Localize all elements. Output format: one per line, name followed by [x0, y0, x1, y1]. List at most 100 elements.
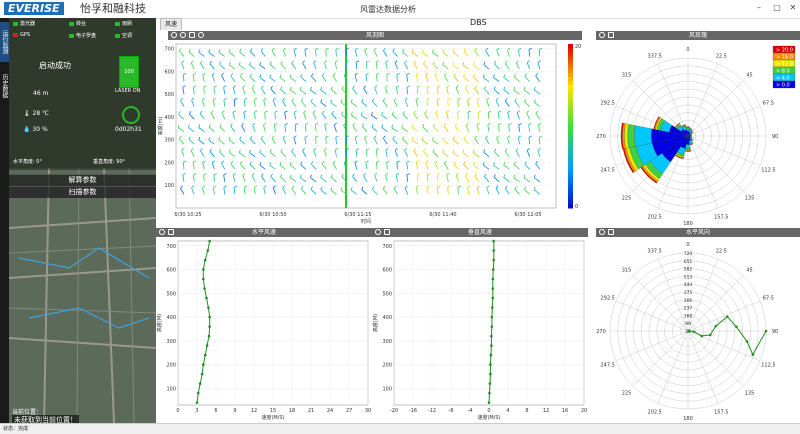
save-icon[interactable]	[384, 229, 390, 235]
save-icon[interactable]	[608, 32, 614, 38]
radial-tick-label: 306	[684, 298, 693, 304]
direction-point	[746, 340, 749, 343]
horizontal-direction-chart[interactable]: 022.54567.590112.5135157.5180202.5225247…	[596, 237, 800, 423]
settings-icon[interactable]	[375, 229, 381, 235]
colorbar-max-label: 20	[575, 44, 581, 50]
colorbar-segment	[568, 56, 573, 61]
legend-label: > 12.0	[776, 62, 793, 68]
reset-icon[interactable]	[180, 32, 186, 38]
data-point	[492, 259, 495, 262]
spinner-icon	[122, 106, 140, 124]
temperature-value: 28 ℃	[33, 110, 49, 117]
data-point	[492, 287, 495, 290]
x-tick-label: 3	[195, 408, 198, 414]
y-tick-label: 300	[382, 339, 392, 345]
direction-point	[735, 325, 738, 328]
maximize-button[interactable]: ▢	[770, 2, 784, 14]
y-tick-label: 500	[382, 291, 392, 297]
panel-title: 水平风向	[686, 229, 710, 236]
data-point	[199, 382, 202, 385]
angle-tick-label: 292.5	[600, 296, 614, 302]
y-tick-label: 100	[166, 386, 176, 392]
panel-title: 垂直风速	[468, 229, 492, 236]
tab-monitoring[interactable]: 运行监测	[0, 22, 9, 62]
angle-tick-label: 315	[622, 267, 632, 273]
polar-spoke	[688, 106, 760, 136]
polar-spoke	[658, 331, 688, 403]
colorbar-segment	[568, 126, 573, 131]
settings-icon[interactable]	[599, 32, 605, 38]
y-tick-label: 200	[382, 363, 392, 369]
settings-icon[interactable]	[159, 229, 165, 235]
colorbar-segment	[568, 192, 573, 197]
colorbar-segment	[568, 155, 573, 160]
radial-tick-label: 720	[684, 251, 693, 257]
data-point	[489, 373, 492, 376]
colorbar-segment	[568, 52, 573, 57]
solve-params-button[interactable]: 解算参数	[9, 174, 156, 186]
angle-tick-label: 0	[686, 47, 689, 53]
settings-icon[interactable]	[171, 32, 177, 38]
data-point	[205, 297, 208, 300]
save-icon[interactable]	[608, 229, 614, 235]
x-tick-label: 16	[562, 408, 568, 414]
legend-label: > 8.0	[776, 69, 790, 75]
polar-spoke	[688, 136, 743, 191]
data-point	[492, 268, 495, 271]
x-tick-label: 6/30 11:40	[429, 212, 456, 218]
x-tick-label: 6/30 11:15	[344, 212, 371, 218]
x-tick-label: 27	[346, 408, 352, 414]
x-tick-label: 0	[487, 408, 490, 414]
legend-label: > 4.0	[776, 76, 790, 82]
angle-tick-label: 337.5	[648, 249, 662, 255]
export-icon[interactable]	[198, 32, 204, 38]
tab-wind-speed[interactable]: 风速	[160, 18, 182, 30]
data-point	[206, 344, 209, 347]
angle-tick-label: 0	[686, 242, 689, 248]
colorbar-segment	[568, 167, 573, 172]
colorbar-segment	[568, 60, 573, 65]
tab-history[interactable]: 历史数据	[0, 66, 9, 106]
direction-point	[701, 335, 704, 338]
x-tick-label: 12	[543, 408, 549, 414]
droplet-icon: 💧	[23, 126, 30, 133]
company-name: 怡孚和融科技	[80, 2, 146, 16]
colorbar-segment	[568, 147, 573, 152]
wind-rose-chart[interactable]: 022.54567.590112.5135157.5180202.5225247…	[596, 40, 800, 228]
x-tick-label: 6	[214, 408, 217, 414]
data-point	[202, 268, 205, 271]
y-tick-label: 700	[164, 47, 174, 53]
direction-point	[688, 330, 691, 333]
data-point	[491, 316, 494, 319]
colorbar-segment	[568, 110, 573, 115]
horizontal-angle: 水平角度: 0°	[13, 158, 42, 165]
status-dot	[115, 34, 120, 38]
direction-point	[726, 315, 729, 318]
angle-tick-label: 157.5	[714, 409, 728, 415]
close-button[interactable]: ✕	[786, 2, 800, 14]
radial-tick-label: 651	[684, 259, 693, 265]
data-point	[490, 354, 493, 357]
x-tick-label: -16	[409, 408, 417, 414]
save-icon[interactable]	[189, 32, 195, 38]
x-axis-label: 速度(M/S)	[261, 414, 284, 421]
indicator-label: 激光器	[20, 21, 35, 27]
vertical-angle: 垂直角度: 90°	[93, 158, 125, 165]
polar-spoke	[688, 136, 760, 166]
polar-spoke	[633, 276, 688, 331]
scan-params-button[interactable]: 扫描参数	[9, 186, 156, 198]
angle-tick-label: 270	[596, 134, 606, 140]
settings-icon[interactable]	[599, 229, 605, 235]
direction-point	[692, 330, 695, 333]
y-tick-label: 100	[382, 386, 392, 392]
y-tick-label: 300	[164, 138, 174, 144]
direction-point	[751, 353, 754, 356]
save-icon[interactable]	[168, 229, 174, 235]
minimize-button[interactable]: –	[752, 2, 766, 14]
data-point	[492, 278, 495, 281]
x-tick-label: 12	[251, 408, 257, 414]
radial-tick-label: 168	[684, 313, 693, 319]
